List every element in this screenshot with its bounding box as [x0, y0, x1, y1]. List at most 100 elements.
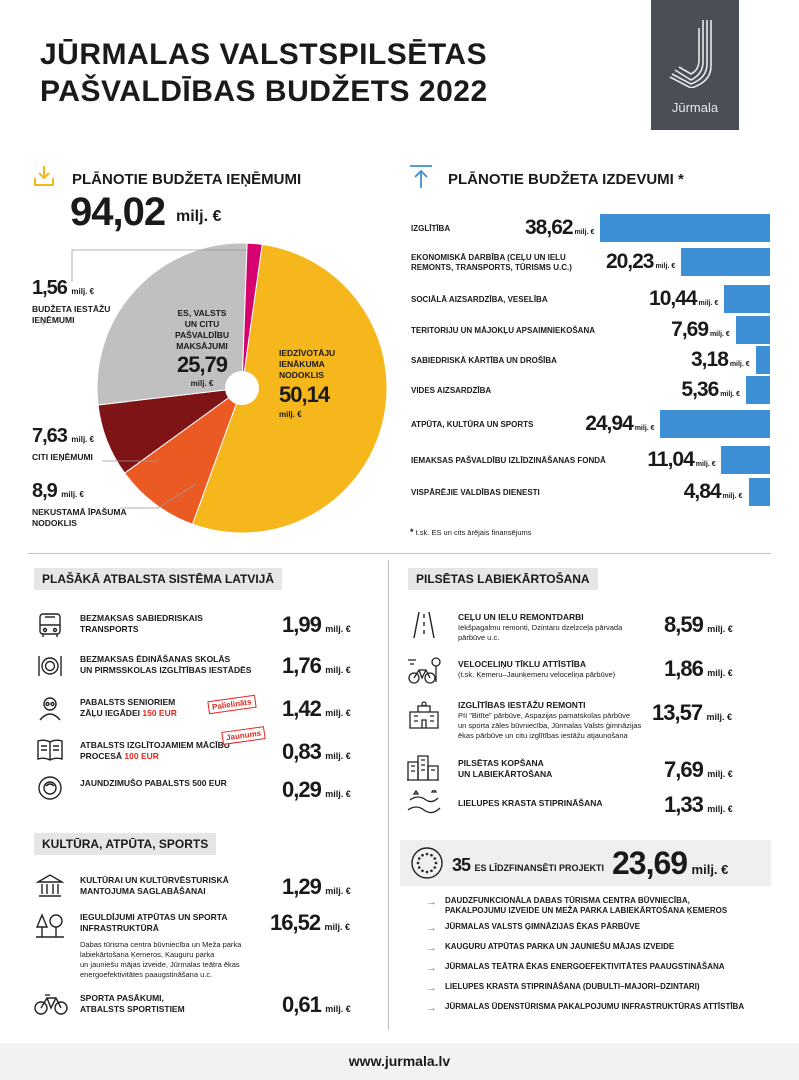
bike-path-icon — [408, 657, 441, 684]
eu-total: 23,69 milj. € — [612, 845, 728, 882]
expense-category-label: TERITORIJU UN MĀJOKĻU APSAIMNIEKOŠANA — [411, 326, 595, 336]
culture-row-1: KULTŪRAI UN KULTŪRVĒSTURISKĀ MANTOJUMA S… — [80, 875, 229, 897]
support-row-5-unit: milj. € — [325, 789, 351, 799]
river-icon — [407, 790, 441, 814]
museum-icon — [36, 874, 64, 897]
expense-bar — [746, 376, 770, 404]
support-row-2-unit: milj. € — [325, 665, 351, 675]
eu-project-3: KAUGURU ATPŪTAS PARKA UN JAUNIEŠU MĀJAS … — [445, 942, 675, 951]
support-row-1-line-1: BEZMAKSAS SABIEDRISKAIS — [80, 613, 203, 623]
eu-label: ES LĪDZFINANSĒTI PROJEKTI — [474, 863, 604, 873]
expense-category-line-1: VISPĀRĒJIE VALDĪBAS DIENESTI — [411, 488, 540, 497]
city-row-2-sub-1: (t.sk. Ķemeru–Jaunķemeru veloceliņa pārb… — [458, 670, 616, 679]
eu-project-list: → DAUDZFUNKCIONĀLA DABAS TŪRISMA CENTRA … — [426, 896, 744, 1022]
other-payments-line-3: PAŠVALDĪBU — [175, 330, 229, 340]
eu-star-icon — [416, 861, 420, 865]
support-row-3-line-1: PABALSTS SENIORIEM — [80, 697, 176, 707]
other-income-unit: milj. € — [71, 435, 95, 444]
city-row-1: CEĻU UN IELU REMONTDARBI Iekšpagalmu rem… — [458, 612, 622, 643]
eu-star-icon — [417, 866, 421, 869]
city-row-3-sub-3: ēkas pārbūve un citu izglītības iestāžu … — [458, 731, 628, 740]
expense-category-line-1: IZGLĪTĪBA — [411, 224, 451, 233]
culture-row-2-sub-3: un jauniešu mājas izveide, Jūrmalas teāt… — [80, 960, 240, 969]
eu-project-item: → JŪRMALAS VALSTS ĢIMNĀZIJAS ĒKAS PĀRBŪV… — [426, 922, 744, 942]
pie-slice — [191, 243, 388, 534]
expense-bar — [724, 285, 770, 313]
expense-category-line-1: SABIEDRISKĀ KĀRTĪBA UN DROŠĪBA — [411, 356, 557, 365]
expense-unit: milj. € — [696, 300, 719, 307]
support-row-4-amount-red: 100 EUR — [124, 751, 159, 761]
eu-project-4: JŪRMALAS TEĀTRA ĒKAS ENERGOEFEKTIVITĀTES… — [445, 962, 725, 971]
expense-category-label: ATPŪTA, KULTŪRA UN SPORTS — [411, 420, 533, 430]
expense-unit: milj. € — [693, 461, 716, 468]
expense-unit: milj. € — [572, 229, 595, 236]
other-income-value: 7,63 — [32, 425, 68, 447]
support-row-4-amount: 0,83 milj. € — [282, 739, 351, 765]
eu-star-icon — [433, 857, 437, 860]
expense-value-label: 7,69 milj. € — [671, 318, 730, 342]
support-row-4: ATBALSTS IZGLĪTOJAMIEM MĀCĪBU PROCESĀ 10… — [80, 740, 230, 762]
support-row-5-line-1: JAUNDZIMUŠO PABALSTS 500 EUR — [80, 778, 227, 788]
eu-count: 35 — [452, 855, 471, 875]
expense-value-label: 11,04 milj. € — [647, 448, 715, 472]
arrow-right-icon: → — [426, 962, 437, 974]
culture-row-3-amount: 0,61 milj. € — [282, 992, 351, 1018]
book-icon — [37, 739, 63, 761]
support-row-1-value: 1,99 — [282, 612, 322, 637]
income-heading: PLĀNOTIE BUDŽETA IEŅĒMUMI — [72, 171, 302, 188]
support-row-4-value: 0,83 — [282, 739, 322, 764]
city-row-1-sub-1: Iekšpagalmu remonti, Dzintaru dzelzceļa … — [458, 623, 623, 632]
other-payments-unit: milj. € — [190, 379, 214, 388]
expense-bar — [600, 214, 770, 242]
jurmala-logo[interactable]: Jūrmala — [651, 0, 739, 130]
city-row-4-line-2: UN LABIEKĀRTOŠANA — [458, 769, 553, 779]
arrow-right-icon: → — [426, 896, 437, 908]
city-row-2-value: 1,86 — [664, 656, 704, 681]
property-tax-label: 8,9 milj. € NEKUSTAMĀ ĪPAŠUMA NODOKLIS — [32, 480, 127, 529]
city-row-4-value: 7,69 — [664, 757, 704, 782]
expense-value-label: 3,18 milj. € — [691, 348, 750, 372]
property-unit: milj. € — [61, 490, 84, 499]
eu-star-icon — [434, 861, 438, 865]
expense-category-line-1: ATPŪTA, KULTŪRA UN SPORTS — [411, 420, 534, 429]
culture-row-2: IEGULDĪJUMI ATPŪTAS UN SPORTA INFRASTRUK… — [80, 912, 241, 980]
support-row-3-unit: milj. € — [325, 708, 351, 718]
other-payments-label: ES, VALSTS UN CITU PAŠVALDĪBU MAKSĀJUMI … — [160, 308, 244, 389]
expense-category-line-2: REMONTS, TRANSPORTS, TŪRISMS U.C.) — [411, 263, 572, 272]
property-line-1: NEKUSTAMĀ ĪPAŠUMA — [32, 507, 127, 517]
pie-slice — [123, 386, 244, 525]
culture-row-1-line-2: MANTOJUMA SAGLABĀŠANAI — [80, 886, 206, 896]
expense-unit: milj. € — [708, 331, 730, 338]
city-row-3-sub-2: un sporta zāles būvniecība, Jūrmalas Val… — [458, 721, 642, 730]
city-row-4-unit: milj. € — [707, 769, 733, 779]
city-row-1-line-1: CEĻU UN IELU REMONTDARBI — [458, 612, 584, 622]
culture-row-2-line-2: INFRASTRUKTŪRĀ — [80, 923, 159, 933]
eu-count-wrap: 35 ES LĪDZFINANSĒTI PROJEKTI — [452, 855, 604, 876]
eu-flag-icon — [411, 847, 443, 879]
footer-url[interactable]: www.jurmala.lv — [0, 1043, 799, 1080]
support-row-2-line-1: BEZMAKSAS ĒDINĀŠANAS SKOLĀS — [80, 654, 231, 664]
support-row-3-amount: 1,42 milj. € — [282, 696, 351, 722]
city-row-2-line-1: VELOCELIŅU TĪKLU ATTĪSTĪBA — [458, 659, 586, 669]
city-row-3-sub-1: PII "Bitīte" pārbūve, Aspazijas pamatsko… — [458, 711, 631, 720]
expenses-asterisk: * — [678, 171, 684, 188]
culture-row-2-line-1: IEGULDĪJUMI ATPŪTAS UN SPORTA — [80, 912, 228, 922]
expense-category-line-1: SOCIĀLĀ AIZSARDZĪBA, VESELĪBA — [411, 295, 548, 304]
eu-value: 23,69 — [612, 845, 688, 881]
culture-row-2-sub-1: Dabas tūrisma centra būvniecība un Meža … — [80, 940, 242, 949]
culture-row-1-unit: milj. € — [325, 886, 351, 896]
institution-line-1: BUDŽETA IESTĀŽU — [32, 304, 111, 314]
culture-row-3-line-1: SPORTA PASĀKUMI, — [80, 993, 164, 1003]
eu-project-item: → LIELUPES KRASTA STIPRINĀŠANA (DUBULTI–… — [426, 982, 744, 1002]
city-row-1-sub-2: pārbūve u.c. — [458, 633, 500, 642]
institution-value: 1,56 — [32, 277, 68, 299]
expense-value: 3,18 — [691, 348, 729, 371]
other-income-label: 7,63 milj. € CITI IEŅĒMUMI — [32, 425, 94, 463]
institution-unit: milj. € — [71, 287, 95, 296]
expense-unit: milj. € — [720, 493, 743, 500]
support-row-4-unit: milj. € — [325, 751, 351, 761]
city-row-5-value: 1,33 — [664, 792, 704, 817]
support-row-1-amount: 1,99 milj. € — [282, 612, 351, 638]
culture-row-3-line-2: ATBALSTS SPORTISTIEM — [80, 1004, 185, 1014]
culture-row-2-amount: 16,52 milj. € — [270, 910, 350, 936]
